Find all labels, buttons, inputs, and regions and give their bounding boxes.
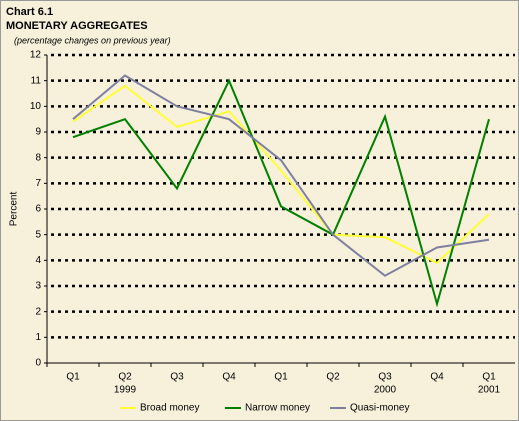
series-line	[72, 74, 490, 277]
y-tick-label: 1	[35, 332, 41, 343]
y-tick-label: 12	[30, 50, 42, 61]
x-tick-label: Q4	[222, 372, 236, 383]
y-tick-label: 7	[35, 178, 41, 189]
y-tick-label: 5	[35, 229, 41, 240]
chart-subtitle: MONETARY AGGREGATES	[6, 20, 148, 32]
series-line	[72, 78, 490, 308]
y-tick-label: 4	[35, 255, 41, 266]
y-tick-label: 11	[31, 75, 42, 86]
x-tick-label: Q2	[326, 372, 340, 383]
series-line	[72, 84, 490, 265]
legend-label: Quasi-money	[350, 403, 409, 414]
x-tick-label: Q2	[118, 372, 132, 383]
chart-title: Chart 6.1	[6, 6, 53, 18]
y-tick-label: 2	[35, 306, 41, 317]
x-tick-label: Q3	[378, 372, 392, 383]
legend-label: Broad money	[140, 403, 199, 414]
y-tick-label: 3	[35, 281, 41, 292]
y-tick-label: 10	[30, 101, 42, 112]
y-axis-label: Percent	[9, 192, 20, 227]
x-tick-label: Q1	[274, 372, 288, 383]
y-tick-label: 0	[35, 358, 41, 369]
y-tick-label: 9	[35, 127, 41, 138]
y-tick-label: 6	[35, 204, 41, 215]
x-year-label: 1999	[114, 385, 137, 396]
x-year-label: 2001	[478, 385, 501, 396]
legend-label: Narrow money	[245, 403, 310, 414]
y-tick-label: 8	[35, 152, 41, 163]
chart-note: (percentage changes on previous year)	[14, 35, 171, 45]
x-tick-label: Q1	[482, 372, 496, 383]
x-tick-label: Q4	[430, 372, 444, 383]
x-tick-label: Q1	[66, 372, 80, 383]
x-tick-label: Q3	[170, 372, 184, 383]
x-year-label: 2000	[374, 385, 397, 396]
